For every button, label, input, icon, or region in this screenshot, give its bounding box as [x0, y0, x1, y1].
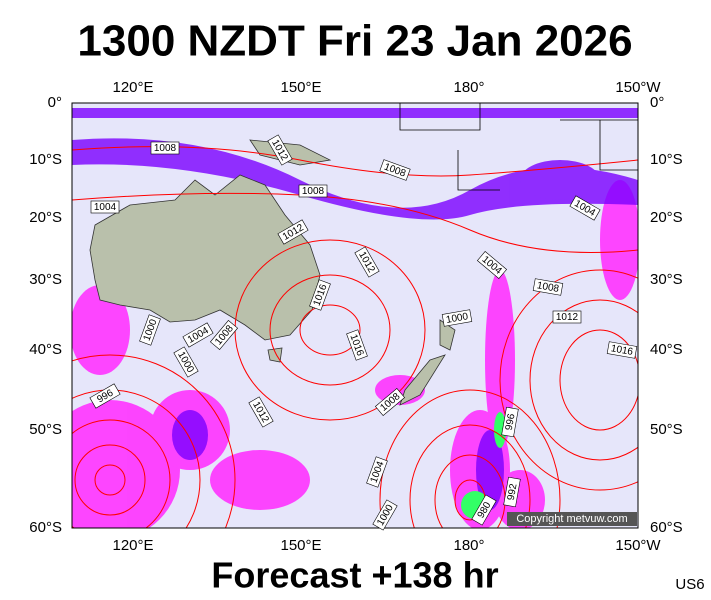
isobar-label-box: [173, 346, 199, 378]
isobar-label-box: [298, 184, 328, 198]
isobar-label-text: 996: [504, 413, 518, 432]
isobar-label-box: [182, 322, 214, 348]
isobar-label-text: 1016: [610, 343, 634, 358]
lon-label-bottom: 120°E: [112, 537, 153, 554]
lon-label-top: 120°E: [112, 79, 153, 96]
isobar-label: 1008: [150, 141, 180, 155]
isobar-label-box: [366, 456, 388, 488]
isobar-label-box: [606, 341, 638, 359]
isobar-label-box: [552, 310, 582, 324]
isobar-label: 992: [503, 476, 521, 508]
copyright: Copyright metvuw.com: [516, 513, 627, 525]
isobar-label-text: 1012: [556, 312, 579, 323]
forecast-label: Forecast +138 hr: [211, 555, 498, 596]
isobar-label-box: [267, 134, 293, 166]
lon-label-top: 180°: [453, 79, 484, 96]
isobar-label: 1008: [298, 184, 328, 198]
isobar-label-box: [89, 383, 121, 409]
isobar-label-box: [476, 250, 508, 280]
isobar-label-box: [277, 219, 309, 245]
isobar-label: 996: [501, 406, 519, 438]
isobar-label-box: [569, 195, 601, 221]
isobar-label-box: [379, 159, 411, 181]
lon-label-bottom: 150°E: [280, 537, 321, 554]
copyright-box: [507, 512, 637, 526]
isobar-label-box: [354, 246, 380, 278]
isobar-label-box: [150, 141, 180, 155]
lon-label-bottom: 150°W: [615, 537, 661, 554]
lat-label-left: 10°S: [29, 151, 62, 168]
lat-label-right: 30°S: [650, 271, 683, 288]
isobar-label: 1016: [606, 341, 638, 359]
isobar-label-box: [372, 499, 398, 531]
isobar-label-box: [209, 319, 239, 351]
title: 1300 NZDT Fri 23 Jan 2026: [77, 17, 632, 66]
isobar-label: 1000: [441, 309, 473, 327]
lat-label-left: 0°: [48, 94, 62, 111]
isobar-label: 1012: [552, 310, 582, 324]
isobar-label-text: 1008: [302, 186, 325, 197]
isobar-label-text: 992: [506, 483, 520, 502]
lat-label-right: 20°S: [650, 209, 683, 226]
code-label: US6: [675, 576, 704, 593]
lat-label-right: 50°S: [650, 421, 683, 438]
isobar-label: 1000: [139, 314, 161, 346]
isobar-label-box: [139, 314, 161, 346]
lat-label-left: 30°S: [29, 271, 62, 288]
lon-label-bottom: 180°: [453, 537, 484, 554]
isobar-label-box: [90, 200, 120, 214]
map-area: [72, 103, 638, 528]
isobar-label-text: 1008: [154, 143, 177, 154]
isobar-label-box: [501, 406, 519, 438]
lat-label-left: 20°S: [29, 209, 62, 226]
isobar-label-box: [309, 279, 331, 311]
lon-label-top: 150°W: [615, 79, 661, 96]
lat-label-right: 40°S: [650, 341, 683, 358]
lat-label-left: 40°S: [29, 341, 62, 358]
isobar-label: 1008: [532, 278, 564, 296]
isobar-label-box: [441, 309, 473, 327]
lat-label-left: 60°S: [29, 519, 62, 536]
isobar-label-text: 1000: [445, 311, 469, 326]
isobar-label-text: 1008: [536, 280, 560, 295]
isobar-label-box: [503, 476, 521, 508]
isobar-label-box: [346, 329, 368, 361]
isobar-label-box: [374, 387, 406, 417]
isobar-label-text: 1004: [94, 202, 117, 213]
lat-label-right: 0°: [650, 94, 664, 111]
isobar-label-box: [532, 278, 564, 296]
lon-label-top: 150°E: [280, 79, 321, 96]
lat-label-right: 60°S: [650, 519, 683, 536]
isobar-label-box: [248, 396, 274, 428]
isobar-label-box: [471, 494, 497, 526]
map-frame: [71, 102, 639, 529]
lat-label-left: 50°S: [29, 421, 62, 438]
isobar-label: 1004: [90, 200, 120, 214]
lat-label-right: 10°S: [650, 151, 683, 168]
